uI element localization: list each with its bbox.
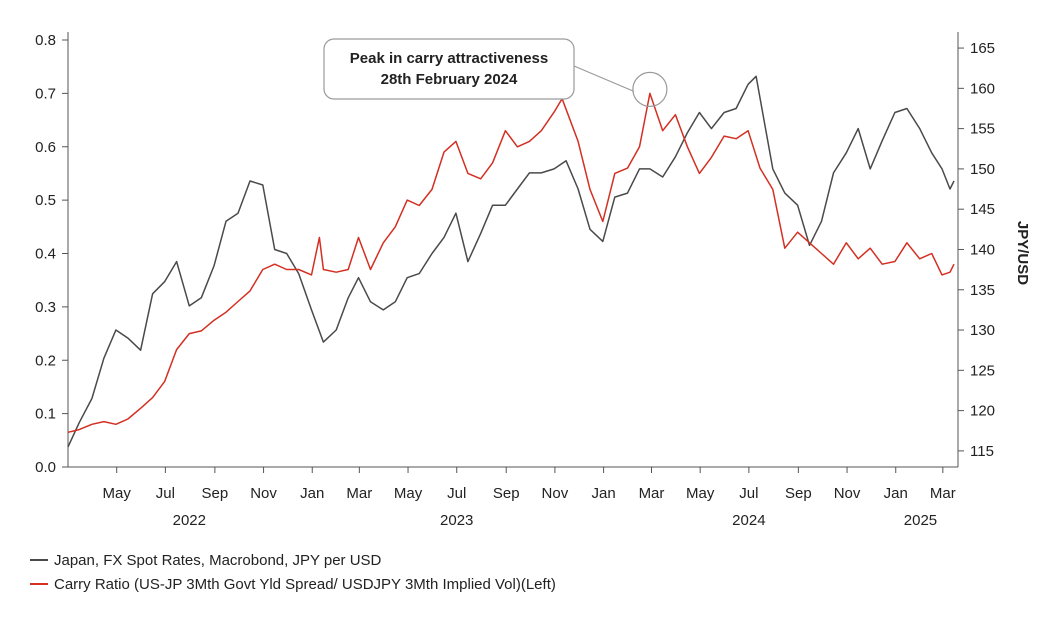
right-tick-label: 165: [970, 40, 995, 57]
left-tick-label: 0.2: [35, 352, 56, 369]
legend-swatch-carry: [30, 583, 48, 585]
series-line-carry-ratio: [67, 92, 955, 434]
x-tick-label: Nov: [834, 485, 861, 502]
legend-swatch-jpy: [30, 559, 48, 561]
series-layer: [67, 75, 955, 448]
x-tick-label: May: [103, 485, 132, 502]
right-tick-label: 125: [970, 362, 995, 379]
right-tick-label: 130: [970, 322, 995, 339]
x-tick-label: Jan: [592, 485, 616, 502]
x-tick-label: Jul: [156, 485, 175, 502]
legend-item-jpy: Japan, FX Spot Rates, Macrobond, JPY per…: [30, 548, 556, 572]
left-tick-label: 0.5: [35, 192, 56, 209]
x-tick-label: Jan: [884, 485, 908, 502]
x-tick-label: Nov: [250, 485, 277, 502]
left-tick-label: 0.3: [35, 299, 56, 316]
legend-label-jpy: Japan, FX Spot Rates, Macrobond, JPY per…: [54, 551, 382, 569]
series-line-jpy-usd: [67, 75, 955, 448]
x-tick-label: Nov: [542, 485, 569, 502]
right-tick-label: 120: [970, 403, 995, 420]
legend-item-carry: Carry Ratio (US-JP 3Mth Govt Yld Spread/…: [30, 572, 556, 596]
x-year-label: 2025: [904, 512, 937, 529]
x-tick-label: Mar: [930, 485, 956, 502]
right-axis-title: JPY/USD: [1014, 221, 1031, 285]
annotation-line-1: Peak in carry attractiveness: [350, 50, 548, 67]
right-tick-label: 145: [970, 201, 995, 218]
left-tick-label: 0.8: [35, 32, 56, 49]
dual-axis-line-chart: 0.0 0.1 0.2 0.3 0.4 0.5 0.6 0.7 0.8 115 120 125 130…: [35, 32, 1031, 529]
annotation-box: [323, 38, 575, 100]
x-tick-label: Jul: [447, 485, 466, 502]
x-tick-label: May: [394, 485, 423, 502]
left-tick-label: 0.0: [35, 459, 56, 476]
left-tick-label: 0.4: [35, 246, 56, 263]
x-year-label: 2023: [440, 512, 473, 529]
annotation-line-2: 28th February 2024: [381, 71, 518, 88]
right-tick-label: 150: [970, 161, 995, 178]
right-tick-label: 140: [970, 241, 995, 258]
annotation-layer: Peak in carry attractiveness 28th Februa…: [323, 38, 668, 107]
x-year-label: 2022: [173, 512, 206, 529]
x-tick-label: Jan: [300, 485, 324, 502]
x-tick-label: Mar: [346, 485, 372, 502]
x-tick-label: Sep: [202, 485, 229, 502]
x-tick-label: Jul: [739, 485, 758, 502]
x-tick-label: Sep: [493, 485, 520, 502]
left-y-axis: 0.0 0.1 0.2 0.3 0.4 0.5 0.6 0.7 0.8: [35, 32, 69, 476]
legend: Japan, FX Spot Rates, Macrobond, JPY per…: [30, 548, 556, 596]
left-tick-label: 0.1: [35, 406, 56, 423]
x-tick-label: Sep: [785, 485, 812, 502]
right-tick-label: 115: [970, 443, 994, 460]
right-tick-label: 155: [970, 121, 995, 138]
legend-label-carry: Carry Ratio (US-JP 3Mth Govt Yld Spread/…: [54, 575, 556, 593]
right-tick-label: 160: [970, 80, 995, 97]
x-tick-label: May: [686, 485, 715, 502]
left-tick-label: 0.6: [35, 139, 56, 156]
x-year-label: 2024: [732, 512, 765, 529]
right-tick-label: 135: [970, 282, 995, 299]
x-tick-label: Mar: [639, 485, 665, 502]
right-y-axis: 115 120 125 130 135 140 145 150 155 160 165: [957, 32, 995, 467]
annotation-leader-line: [573, 65, 635, 92]
left-tick-label: 0.7: [35, 85, 56, 102]
x-axis: May Jul Sep Nov Jan Mar May Jul Sep Nov Jan Mar May J…: [68, 466, 958, 529]
annotation-highlight-circle: [632, 71, 668, 107]
